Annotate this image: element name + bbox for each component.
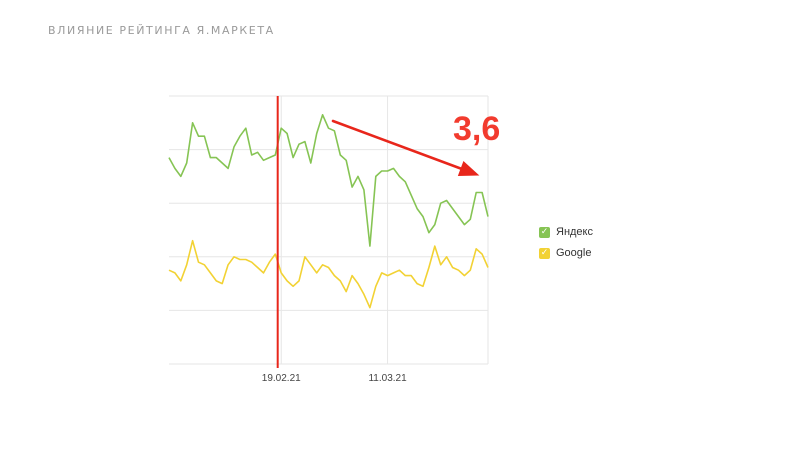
x-tick-label: 11.03.21: [368, 373, 407, 384]
x-axis-ticks: 19.02.21 11.03.21: [262, 373, 407, 384]
chart-legend: ✓ Яндекс ✓ Google: [539, 222, 593, 264]
x-tick-label: 19.02.21: [262, 373, 301, 384]
chart-series: [168, 114, 489, 309]
series-line-yandex: [168, 114, 489, 247]
trend-arrow-shaft: [331, 119, 472, 174]
checkbox-checked-icon[interactable]: ✓: [539, 226, 550, 238]
callout-value: 3,6: [453, 110, 500, 148]
chart-annotations: 3,6: [276, 96, 500, 368]
trend-arrow-head-icon: [457, 161, 480, 177]
legend-item-yandex[interactable]: ✓ Яндекс: [539, 222, 593, 242]
legend-label: Яндекс: [556, 226, 593, 238]
legend-label: Google: [556, 247, 592, 259]
slide-title: ВЛИЯНИЕ РЕЙТИНГА Я.МАРКЕТА: [48, 24, 275, 37]
series-line-google: [168, 239, 489, 309]
chart-grid: [169, 95, 489, 365]
legend-item-google[interactable]: ✓ Google: [539, 243, 593, 263]
checkbox-checked-icon[interactable]: ✓: [539, 247, 550, 259]
